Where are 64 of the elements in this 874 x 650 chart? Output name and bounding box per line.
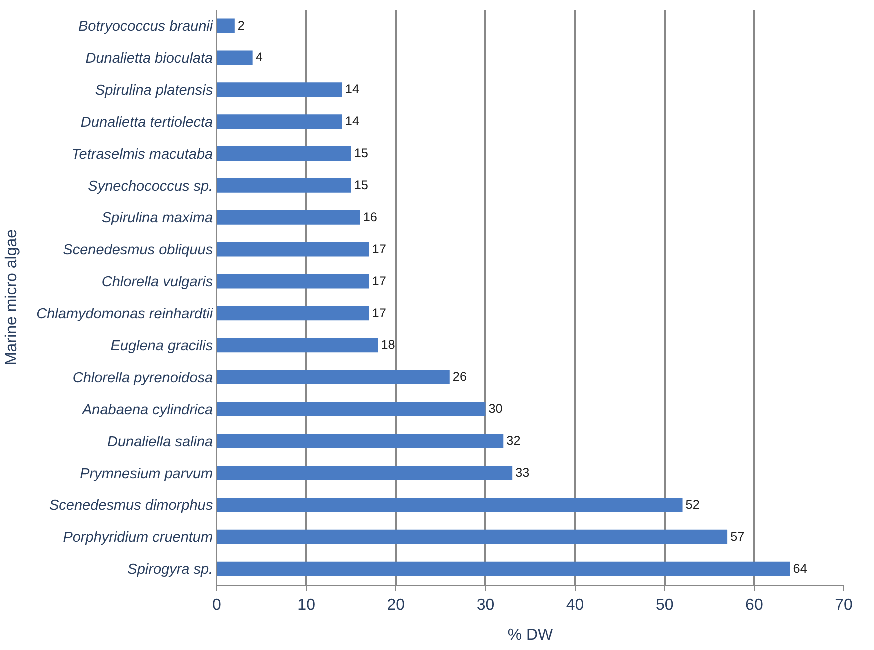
data-label: 2: [238, 18, 245, 33]
data-label: 33: [516, 466, 530, 480]
y-tick-label: Spirulina maxima: [102, 210, 214, 227]
bar: [217, 562, 790, 576]
bar: [217, 146, 352, 161]
y-tick-label: Dunalietta tertiolecta: [80, 114, 214, 131]
bar: [217, 178, 352, 193]
data-label: 64: [793, 562, 808, 576]
y-tick-label: Euglena gracilis: [110, 338, 214, 354]
bar: [217, 114, 342, 129]
y-axis-title: Marine micro algae: [4, 229, 20, 366]
x-tick-label: 30: [476, 597, 495, 614]
x-tick-label: 20: [387, 597, 406, 614]
data-label: 17: [372, 242, 386, 256]
data-label: 15: [354, 178, 368, 192]
y-tick-label: Spirogyra sp.: [128, 562, 214, 578]
bar: [217, 530, 728, 544]
x-tick-label: 40: [566, 597, 584, 614]
data-label: 14: [345, 114, 360, 129]
y-tick-label: Scenedesmus dimorphus: [49, 498, 214, 514]
y-tick-label: Botryococcus braunii: [78, 19, 214, 36]
bar: [217, 402, 486, 416]
y-tick-label: Spirulina platensis: [95, 82, 214, 99]
data-label: 52: [686, 498, 700, 512]
bar: [217, 82, 342, 98]
y-tick-label: Anabaena cylindrica: [82, 402, 214, 418]
y-tick-label: Scenedesmus obliquus: [63, 242, 214, 259]
data-label: 17: [372, 274, 386, 288]
data-label: 17: [372, 306, 386, 320]
data-label: 18: [381, 338, 396, 352]
data-label: 32: [506, 434, 521, 448]
y-tick-label: Tetraselmis macutaba: [72, 146, 214, 163]
y-tick-label: Synechococcus sp.: [88, 178, 214, 195]
x-tick-label: 60: [746, 597, 764, 614]
bar: [217, 466, 513, 480]
y-tick-label: Prymnesium parvum: [80, 466, 214, 482]
data-label: 30: [488, 402, 503, 416]
data-label: 16: [363, 210, 378, 224]
data-label: 4: [256, 50, 263, 65]
bar: [217, 274, 370, 289]
data-label: 57: [730, 530, 745, 544]
bar: [217, 210, 360, 225]
x-tick-label: 50: [656, 597, 674, 614]
y-tick-label: Chlorella pyrenoidosa: [72, 370, 214, 386]
bar: [217, 50, 253, 66]
bar: [217, 370, 450, 385]
data-label: 14: [345, 82, 360, 97]
x-tick-label: 10: [298, 597, 316, 614]
y-tick-label: Dunaliella salina: [108, 434, 214, 450]
bar: [217, 338, 378, 353]
data-label: 26: [452, 370, 468, 384]
bar: [217, 18, 235, 34]
bar: [217, 498, 683, 512]
y-tick-label: Chlamydomonas reinhardtii: [36, 306, 214, 323]
x-tick-label: 70: [835, 597, 853, 614]
bar: [217, 242, 370, 257]
bar: [217, 306, 370, 321]
bar: [217, 434, 504, 448]
data-label: 15: [354, 146, 368, 161]
x-tick-label: 0: [212, 597, 222, 614]
y-tick-label: Porphyridium cruentum: [63, 530, 214, 546]
y-tick-label: Dunalietta bioculata: [86, 50, 214, 67]
x-axis-title: % DW: [508, 626, 554, 644]
y-tick-label: Chlorella vulgaris: [102, 274, 214, 291]
